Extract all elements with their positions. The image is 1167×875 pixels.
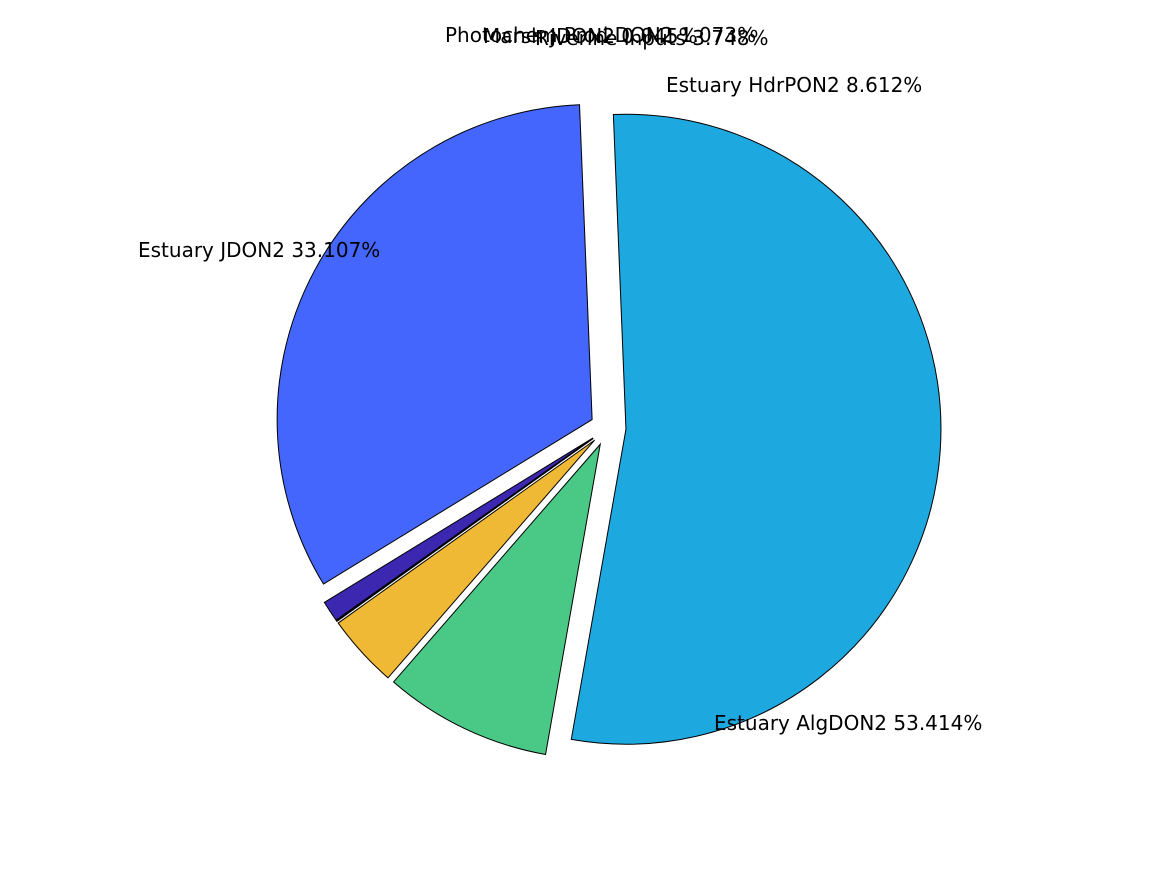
slice-label: Photochem Prod DON2 1.073% <box>445 23 756 47</box>
pie-slice <box>323 437 594 621</box>
slice-label: Marsh JDON2 0.045% <box>483 24 698 48</box>
pie-slice <box>392 442 602 756</box>
slice-label: Riverine Inputs 3.748% <box>535 26 769 50</box>
pie-slice <box>276 104 593 585</box>
slice-label: Estuary HdrPON2 8.612% <box>666 73 922 97</box>
slice-label: Estuary AlgDON2 53.414% <box>714 711 982 735</box>
pie-slice <box>335 438 594 623</box>
slice-label: Estuary JDON2 33.107% <box>138 238 380 262</box>
pie-slices <box>276 104 942 756</box>
pie-slice <box>337 439 596 679</box>
pie-slice <box>570 113 942 745</box>
slice-labels: Estuary AlgDON2 53.414% Estuary HdrPON2 8… <box>138 23 982 735</box>
